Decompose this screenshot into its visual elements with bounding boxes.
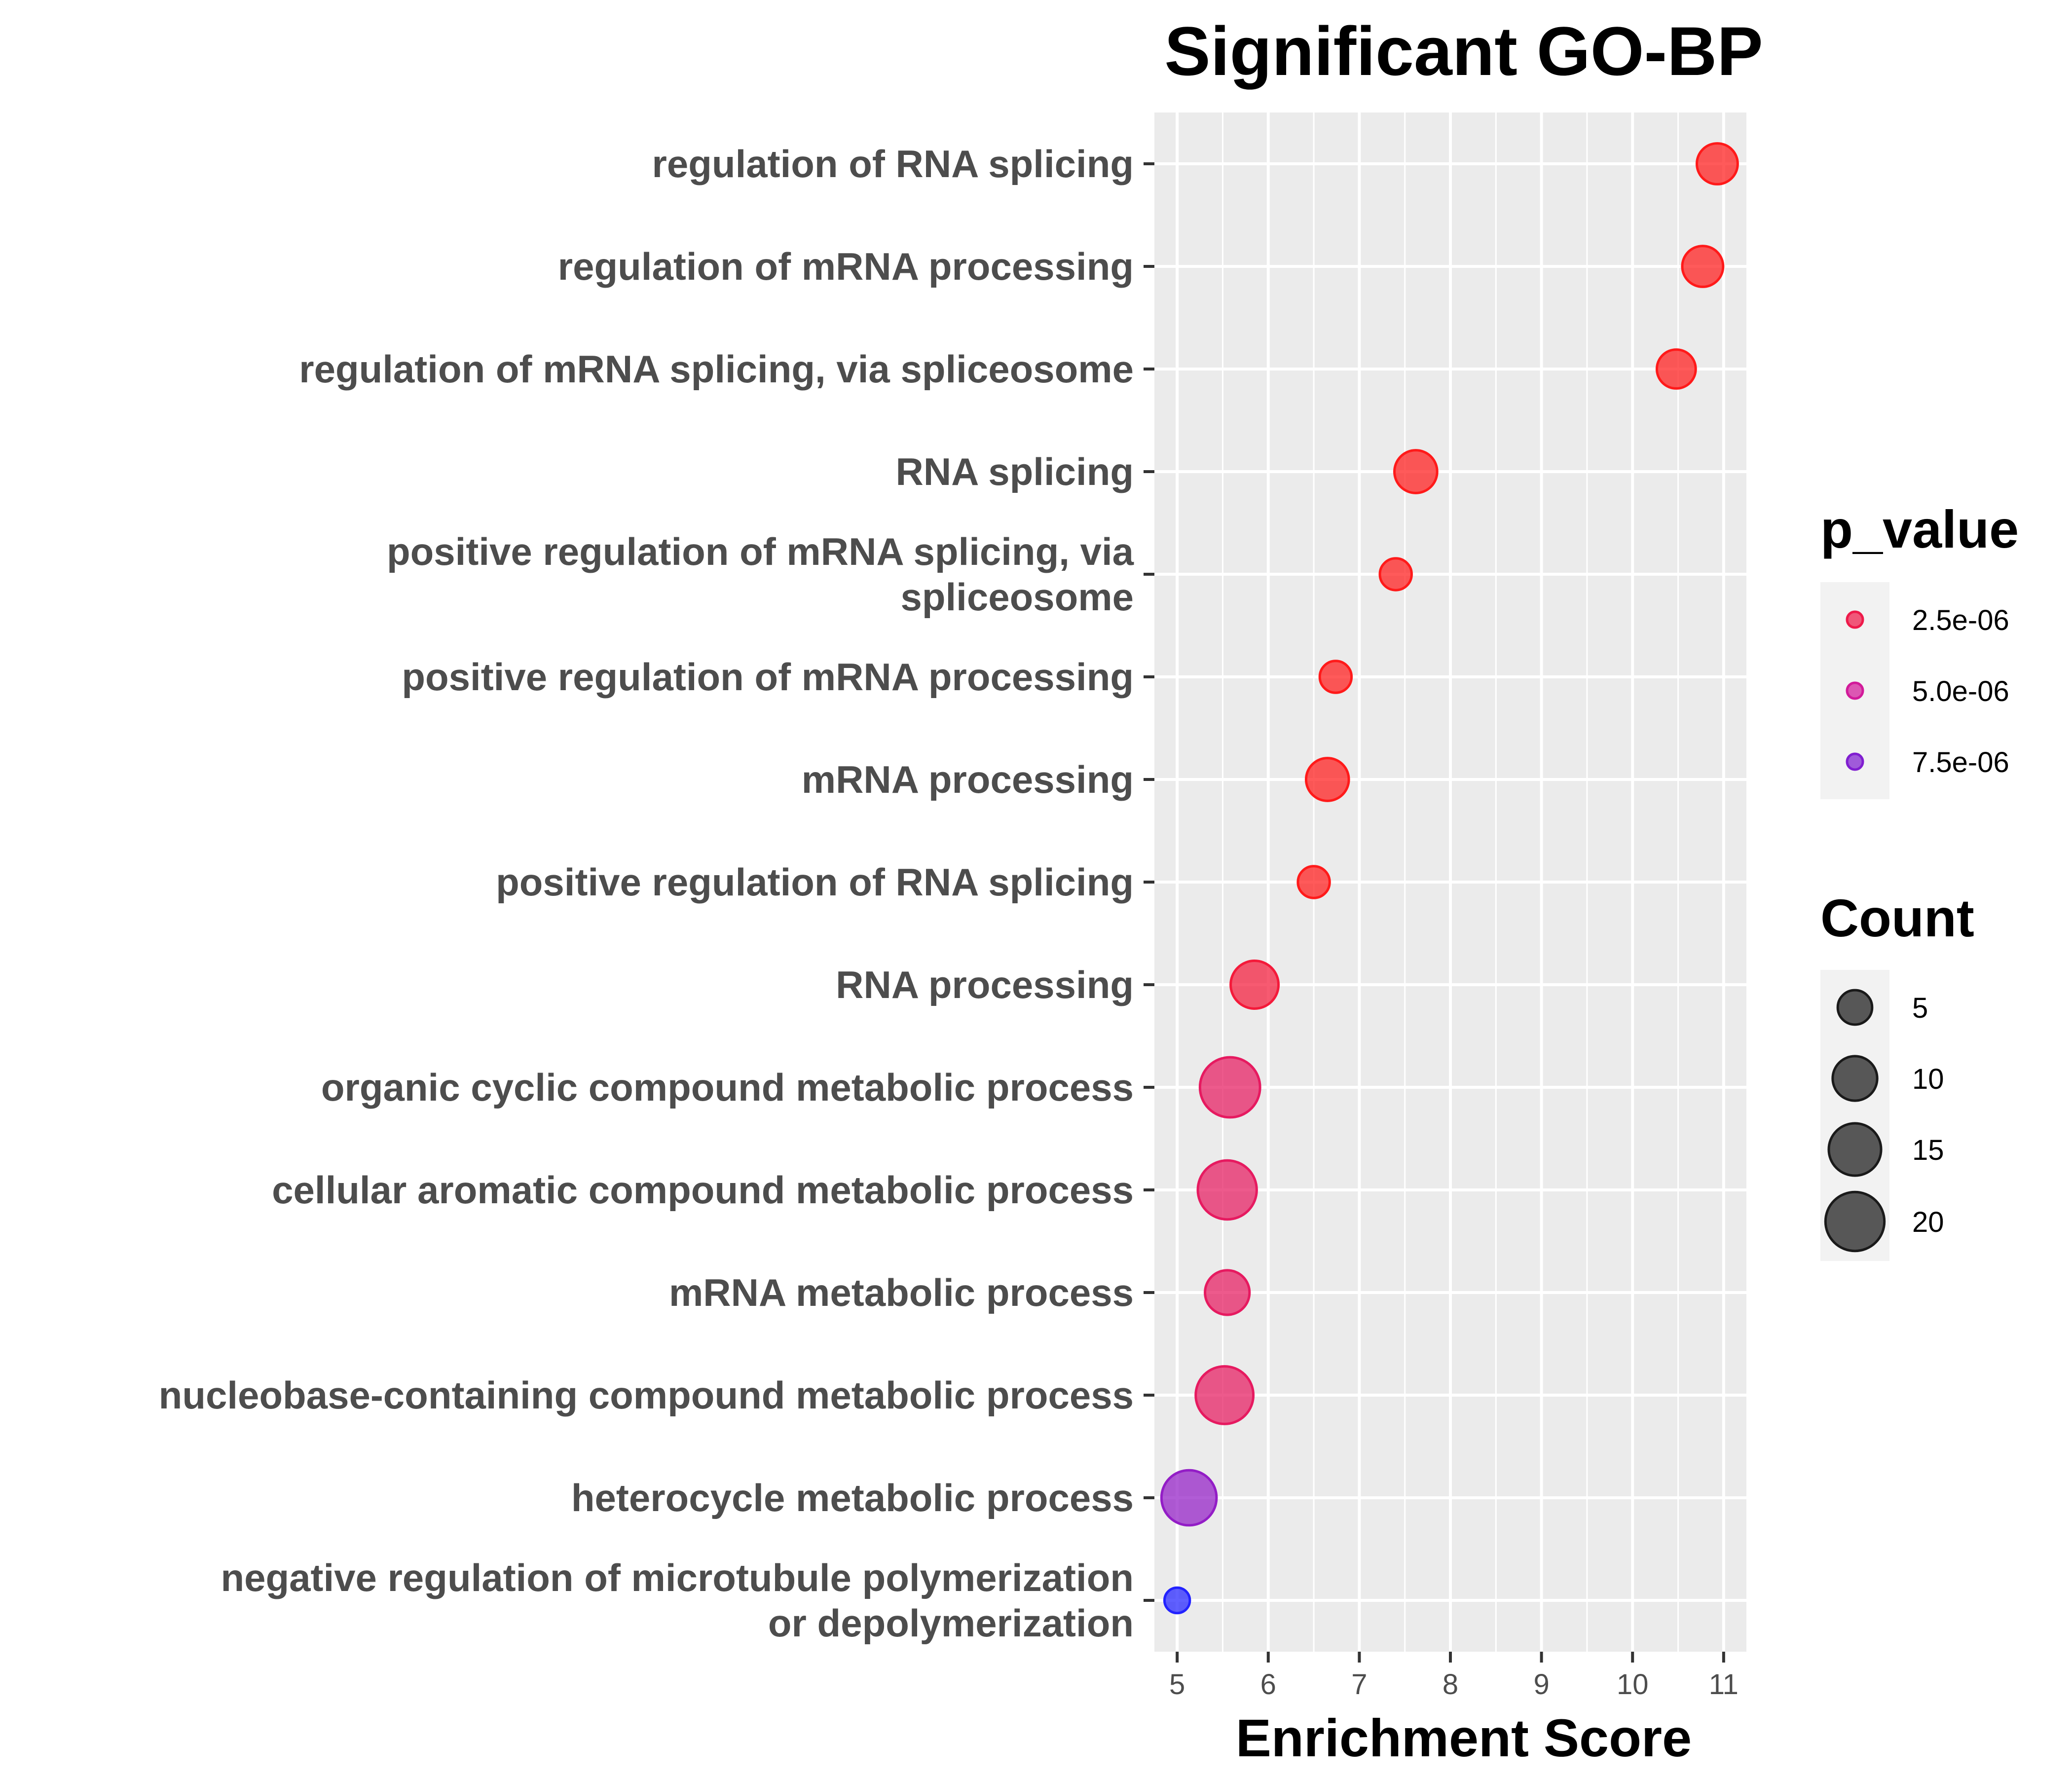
x-tick-label: 11 — [1709, 1668, 1739, 1701]
data-point — [1160, 1469, 1218, 1527]
x-tick-label: 9 — [1533, 1668, 1549, 1701]
data-point — [1196, 1159, 1258, 1221]
legend-p-value-label: 5.0e-06 — [1912, 675, 2009, 707]
y-tick-label: mRNA processing — [802, 758, 1134, 801]
legend-count-key — [1831, 1055, 1879, 1102]
x-tick-label: 5 — [1169, 1668, 1185, 1701]
data-point — [1204, 1269, 1251, 1316]
legend-count: Count 5 10 15 20 — [1820, 888, 1974, 1261]
y-tick-label: regulation of mRNA splicing, via spliceo… — [299, 347, 1134, 391]
y-tick-label: RNA splicing — [896, 450, 1134, 493]
y-tick-label: positive regulation of mRNA splicing, vi… — [387, 530, 1134, 619]
legend-p-value-label: 2.5e-06 — [1912, 604, 2009, 636]
data-point — [1393, 449, 1439, 494]
x-axis-title: Enrichment Score — [1236, 1708, 1692, 1768]
legend-count-key — [1824, 1190, 1886, 1253]
y-tick-label: nucleobase-containing compound metabolic… — [159, 1373, 1134, 1417]
legend-count-label: 5 — [1912, 992, 1928, 1024]
legend-p-value-key — [1846, 752, 1864, 771]
data-point — [1194, 1365, 1255, 1425]
legend-p-value: p_value 2.5e-06 5.0e-06 7.5e-06 — [1820, 499, 2019, 799]
legend-count-label: 10 — [1912, 1063, 1944, 1095]
x-tick-label: 7 — [1351, 1668, 1367, 1701]
data-point — [1198, 1056, 1261, 1119]
legend-p-value-key — [1846, 681, 1864, 700]
data-point — [1655, 348, 1697, 390]
data-points — [1160, 142, 1739, 1615]
y-tick-label: negative regulation of microtubule polym… — [221, 1556, 1134, 1645]
y-tick-label: heterocycle metabolic process — [571, 1476, 1134, 1519]
legend-count-key — [1827, 1122, 1883, 1177]
y-tick-label: regulation of mRNA processing — [558, 245, 1134, 288]
x-tick-label: 8 — [1443, 1668, 1458, 1701]
x-tick-label: 10 — [1617, 1668, 1649, 1701]
chart-title: Significant GO-BP — [1164, 12, 1763, 90]
x-axis: 5 6 7 8 9 10 11 — [1169, 1652, 1739, 1701]
data-point — [1378, 557, 1413, 592]
legend-p-value-label: 7.5e-06 — [1912, 746, 2009, 778]
legend-p-value-key — [1846, 610, 1864, 629]
x-tick-label: 6 — [1260, 1668, 1276, 1701]
y-tick-label: positive regulation of mRNA processing — [402, 655, 1134, 699]
legend-count-label: 20 — [1912, 1206, 1944, 1238]
legend-p-value-title: p_value — [1820, 499, 2019, 559]
y-tick-label: cellular aromatic compound metabolic pro… — [272, 1168, 1134, 1212]
data-point — [1229, 960, 1280, 1010]
data-point — [1681, 245, 1725, 288]
data-point — [1304, 757, 1350, 802]
legend-count-label: 15 — [1912, 1134, 1944, 1166]
data-point — [1695, 142, 1739, 185]
y-tick-label: regulation of RNA splicing — [652, 142, 1134, 185]
legend-count-title: Count — [1820, 888, 1974, 948]
y-tick-label: positive regulation of RNA splicing — [496, 860, 1134, 904]
y-tick-label: RNA processing — [836, 963, 1134, 1006]
data-point — [1163, 1586, 1191, 1615]
data-point — [1296, 865, 1331, 899]
y-axis: regulation of RNA splicing regulation of … — [159, 142, 1154, 1645]
y-tick-label: mRNA metabolic process — [669, 1271, 1134, 1314]
grid-lines — [1154, 112, 1746, 1652]
legend-count-key — [1836, 989, 1874, 1026]
data-point — [1318, 660, 1353, 694]
y-tick-label: organic cyclic compound metabolic proces… — [321, 1066, 1134, 1109]
